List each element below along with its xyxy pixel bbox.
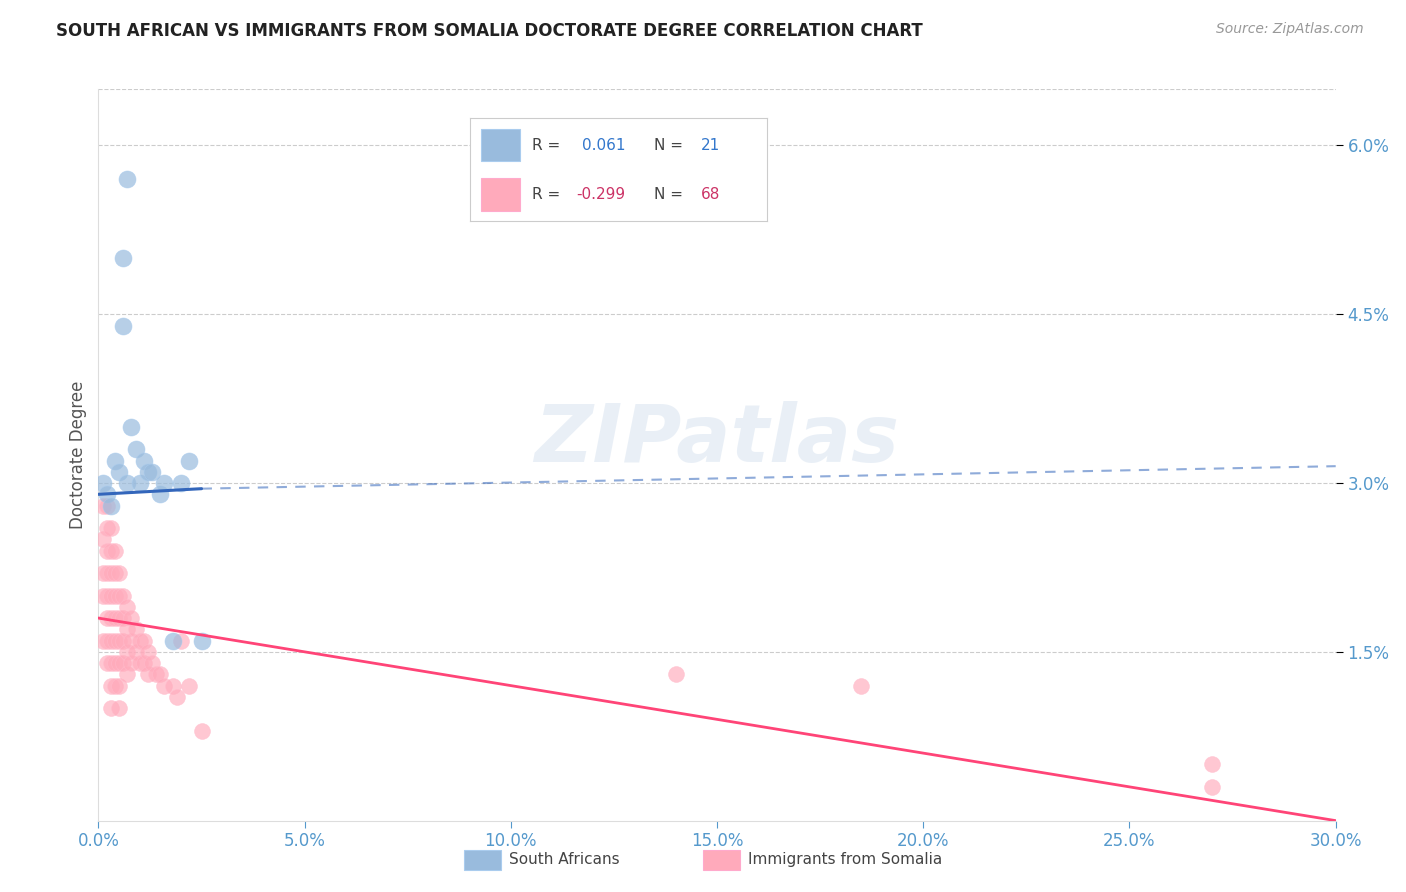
Point bbox=[179, 679, 201, 693]
Point bbox=[112, 633, 135, 648]
Point bbox=[100, 589, 122, 603]
Point bbox=[112, 251, 135, 265]
Point bbox=[108, 701, 131, 715]
Point bbox=[91, 589, 114, 603]
Point bbox=[104, 611, 127, 625]
Point bbox=[104, 566, 127, 580]
Point bbox=[665, 667, 688, 681]
Point bbox=[112, 589, 135, 603]
Point bbox=[104, 656, 127, 670]
Point bbox=[91, 566, 114, 580]
Point bbox=[100, 499, 122, 513]
Point bbox=[91, 499, 114, 513]
Point bbox=[132, 453, 155, 467]
Text: Source: ZipAtlas.com: Source: ZipAtlas.com bbox=[1216, 22, 1364, 37]
Point bbox=[124, 442, 146, 457]
Point bbox=[108, 633, 131, 648]
Point bbox=[91, 533, 114, 547]
Point bbox=[91, 633, 114, 648]
Point bbox=[117, 645, 139, 659]
Point bbox=[132, 656, 155, 670]
Point bbox=[124, 645, 146, 659]
Point bbox=[100, 521, 122, 535]
Point bbox=[112, 318, 135, 333]
Point bbox=[141, 465, 163, 479]
Point bbox=[108, 589, 131, 603]
Point bbox=[112, 611, 135, 625]
Text: ZIPatlas: ZIPatlas bbox=[534, 401, 900, 479]
Point bbox=[170, 633, 193, 648]
Point bbox=[141, 656, 163, 670]
Point bbox=[104, 543, 127, 558]
Point bbox=[108, 465, 131, 479]
Point bbox=[1201, 757, 1223, 772]
Point bbox=[136, 645, 159, 659]
Text: Immigrants from Somalia: Immigrants from Somalia bbox=[748, 853, 942, 867]
Point bbox=[96, 499, 118, 513]
Point bbox=[104, 589, 127, 603]
Point bbox=[108, 679, 131, 693]
Point bbox=[190, 633, 212, 648]
Point bbox=[132, 633, 155, 648]
Point bbox=[851, 679, 873, 693]
Point bbox=[108, 611, 131, 625]
Point bbox=[166, 690, 188, 704]
Point bbox=[128, 476, 150, 491]
Point bbox=[136, 667, 159, 681]
Point bbox=[117, 476, 139, 491]
Point bbox=[108, 566, 131, 580]
Point bbox=[100, 701, 122, 715]
Point bbox=[104, 679, 127, 693]
Text: South Africans: South Africans bbox=[509, 853, 620, 867]
Point bbox=[149, 487, 172, 501]
Point bbox=[100, 566, 122, 580]
Point bbox=[100, 679, 122, 693]
Point bbox=[112, 656, 135, 670]
Point bbox=[153, 476, 176, 491]
Text: SOUTH AFRICAN VS IMMIGRANTS FROM SOMALIA DOCTORATE DEGREE CORRELATION CHART: SOUTH AFRICAN VS IMMIGRANTS FROM SOMALIA… bbox=[56, 22, 922, 40]
Point bbox=[136, 465, 159, 479]
Point bbox=[117, 667, 139, 681]
Point bbox=[120, 419, 142, 434]
Point bbox=[96, 487, 118, 501]
Point bbox=[162, 633, 184, 648]
Point bbox=[100, 543, 122, 558]
Point bbox=[96, 656, 118, 670]
Point bbox=[96, 633, 118, 648]
Point bbox=[100, 633, 122, 648]
Point bbox=[145, 667, 167, 681]
Point bbox=[91, 476, 114, 491]
Point bbox=[104, 633, 127, 648]
Point bbox=[153, 679, 176, 693]
Point bbox=[96, 543, 118, 558]
Point bbox=[190, 723, 212, 738]
Point bbox=[162, 679, 184, 693]
Y-axis label: Doctorate Degree: Doctorate Degree bbox=[69, 381, 87, 529]
Point bbox=[96, 589, 118, 603]
Point bbox=[120, 633, 142, 648]
Point bbox=[117, 172, 139, 186]
Point bbox=[1201, 780, 1223, 794]
Point bbox=[104, 453, 127, 467]
Point bbox=[124, 623, 146, 637]
Point bbox=[96, 566, 118, 580]
Point bbox=[100, 656, 122, 670]
Point bbox=[149, 667, 172, 681]
Point bbox=[120, 611, 142, 625]
Point bbox=[100, 611, 122, 625]
Point bbox=[179, 453, 201, 467]
Point bbox=[108, 656, 131, 670]
Point bbox=[128, 633, 150, 648]
Point bbox=[120, 656, 142, 670]
Point bbox=[117, 623, 139, 637]
Point bbox=[117, 599, 139, 614]
Point bbox=[96, 521, 118, 535]
Point bbox=[96, 611, 118, 625]
Point bbox=[128, 656, 150, 670]
Point bbox=[170, 476, 193, 491]
